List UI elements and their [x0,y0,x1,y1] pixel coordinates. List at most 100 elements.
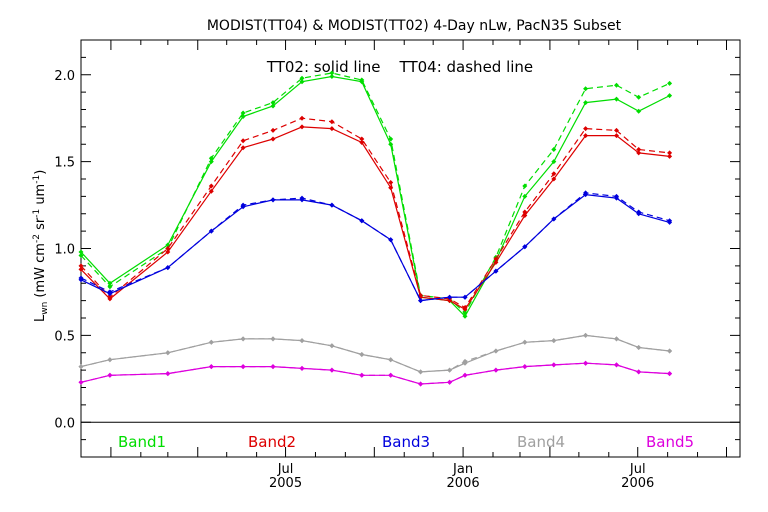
data-point-band4-dashed [667,348,673,354]
data-point-band1-solid [667,93,673,99]
data-point-band5-dashed [359,372,365,378]
data-point-band1-dashed [462,310,468,316]
data-point-band1-solid [462,313,468,319]
data-point-band4-dashed [208,339,214,345]
data-point-band4-dashed [359,352,365,357]
data-point-band1-solid [329,74,335,79]
data-point-band1-dashed [107,284,113,290]
data-point-band1-dashed [329,70,335,76]
data-point-band5-dashed [614,362,619,368]
data-point-band4-dashed [107,357,113,363]
data-point-band3-dashed [583,190,589,196]
legend-entry-band4: Band4 [517,433,565,451]
data-point-band3-dashed [447,294,453,300]
data-point-band5-dashed [667,371,673,377]
data-point-band2-dashed [107,294,113,300]
data-point-band3-dashed [551,216,557,222]
data-point-band2-solid [614,133,619,139]
data-point-band3-dashed [636,209,642,215]
data-point-band5-dashed [240,364,246,370]
data-point-band5-dashed [551,362,557,368]
data-point-band2-solid [165,249,171,255]
data-point-band1-solid [78,249,84,255]
data-point-band2-solid [493,259,499,265]
data-point-band1-solid [522,193,528,199]
data-point-band3-dashed [388,237,394,243]
y-tick-label: 0.0 [54,416,75,431]
data-point-band2-dashed [614,127,619,133]
data-point-band2-solid [78,266,84,272]
data-point-band4-dashed [614,336,619,342]
x-tick-label-year: 2005 [269,476,302,491]
data-point-band3-dashed [522,244,528,250]
data-point-band4-dashed [418,369,424,375]
data-point-band5-dashed [107,372,113,378]
data-point-band2-dashed [78,263,84,269]
data-point-band2-solid [636,150,642,156]
data-point-band1-dashed [522,183,528,189]
data-point-band2-dashed [667,150,673,156]
y-tick-label: 1.0 [54,243,75,258]
data-point-band4-dashed [493,348,499,354]
data-point-band2-solid [270,136,276,142]
data-point-band5-dashed [462,372,468,378]
data-point-band1-solid [208,159,214,165]
data-point-band2-solid [551,176,557,182]
data-point-band2-dashed [418,292,424,298]
data-point-band1-dashed [551,147,557,152]
data-point-band3-dashed [107,289,113,295]
data-point-band2-dashed [240,138,246,144]
data-point-band4-dashed [270,336,276,342]
series-group [78,70,673,387]
data-point-band3-dashed [667,218,673,224]
data-point-band2-dashed [636,147,642,152]
y-tick-label: 1.5 [54,156,75,171]
legend-entry-band5: Band5 [646,433,694,451]
x-tick-label-year: 2006 [447,476,480,491]
data-point-band2-solid [208,188,214,194]
data-point-band3-dashed [240,202,246,208]
data-point-band1-dashed [240,110,246,116]
data-point-band1-dashed [388,136,394,142]
data-point-band5-dashed [493,367,499,373]
data-point-band4-dashed [462,358,468,364]
data-point-band1-solid [299,79,305,85]
data-point-band1-dashed [299,75,305,81]
data-point-band2-dashed [208,183,214,189]
data-point-band2-dashed [551,171,557,177]
data-point-band4-dashed [636,345,642,350]
series-line-band2-solid [80,126,670,311]
data-point-band4-dashed [551,338,557,344]
data-point-band2-dashed [329,119,335,125]
data-point-band5-dashed [270,364,276,370]
y-axis-label: Lwn (mW cm-2 sr-1 um-1) [32,149,50,351]
y-tick-label: 0.5 [54,329,75,344]
chart-title: MODIST(TT04) & MODIST(TT02) 4-Day nLw, P… [207,18,622,34]
data-point-band1-solid [636,108,642,114]
legend-entry-band1: Band1 [118,433,166,451]
data-point-band2-dashed [270,127,276,133]
data-point-band2-solid [667,153,673,159]
data-point-band4-dashed [299,338,305,344]
data-point-band2-dashed [165,246,171,251]
data-point-band4-dashed [388,357,394,363]
data-point-band5-dashed [583,360,589,366]
data-point-band3-dashed [614,193,619,199]
data-point-band1-dashed [359,77,365,83]
svg-text:Lwn (mW cm-2 sr-1 um-1): Lwn (mW cm-2 sr-1 um-1) [32,149,50,351]
data-point-band2-dashed [522,209,528,215]
data-point-band3-dashed [299,195,305,201]
data-point-band3-dashed [359,218,365,224]
data-point-band3-dashed [329,202,335,208]
data-point-band1-dashed [270,100,276,106]
data-point-band3-dashed [493,268,499,274]
series-line-band5-dashed [80,362,670,385]
data-point-band1-dashed [614,82,619,88]
data-point-band2-solid [329,126,335,132]
data-point-band5-dashed [299,365,305,371]
data-point-band2-dashed [583,126,589,132]
data-point-band2-dashed [493,256,499,262]
series-line-band4-dashed [80,334,670,373]
data-point-band4-dashed [240,336,246,342]
